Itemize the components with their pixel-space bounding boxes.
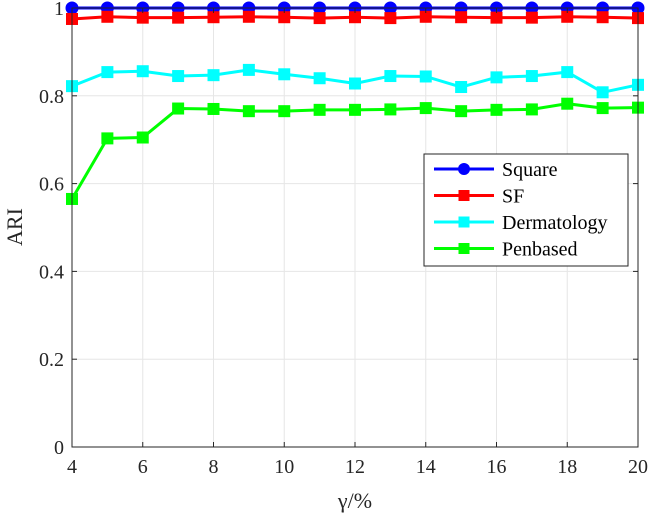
y-tick-label: 0.2	[39, 349, 64, 371]
axes	[71, 7, 639, 448]
data-point-sf	[172, 11, 185, 24]
legend-marker-sf	[458, 190, 470, 201]
series-sf	[66, 10, 644, 25]
x-tick-label: 8	[209, 456, 219, 478]
y-tick-label: 0.4	[39, 261, 64, 283]
data-point-sf	[596, 11, 609, 24]
data-point-dermatology	[490, 71, 503, 84]
y-tick-label: 1	[54, 0, 64, 20]
data-point-sf	[490, 11, 503, 24]
y-axis-label: ARI	[2, 208, 27, 246]
data-point-penbased	[136, 131, 149, 144]
data-point-penbased	[455, 105, 468, 118]
data-point-penbased	[278, 105, 291, 118]
data-point-dermatology	[419, 70, 432, 83]
legend-marker-square	[458, 163, 470, 175]
data-point-dermatology	[384, 70, 397, 83]
x-tick-label: 10	[274, 456, 294, 478]
data-point-sf	[242, 10, 255, 23]
data-point-penbased	[313, 103, 326, 116]
legend-label-square: Square	[502, 159, 558, 181]
data-point-penbased	[349, 103, 361, 116]
data-point-dermatology	[101, 66, 114, 79]
data-point-sf	[313, 12, 326, 25]
x-tick-label: 20	[628, 456, 648, 478]
legend-label-penbased: Penbased	[502, 239, 578, 261]
data-point-penbased	[525, 103, 538, 116]
y-tick-label: 0	[54, 437, 64, 459]
data-point-dermatology	[455, 81, 468, 94]
x-tick-label: 18	[557, 456, 577, 478]
data-point-dermatology	[525, 70, 538, 83]
legend: Square SF Dermatology Penbased	[423, 153, 629, 267]
data-point-sf	[101, 10, 114, 23]
x-tick-labels: 4 6 8 10 12 14 16 18 20	[67, 456, 648, 478]
y-tick-labels: 0 0.2 0.4 0.6 0.8 1	[39, 0, 64, 459]
y-tick-label: 0.8	[39, 86, 64, 108]
data-point-penbased	[242, 105, 255, 118]
data-point-penbased	[561, 97, 574, 110]
x-tick-label: 4	[67, 456, 77, 478]
data-point-penbased	[172, 102, 185, 115]
data-point-dermatology	[313, 72, 326, 85]
data-point-dermatology	[596, 86, 609, 99]
x-axis-label: γ/%	[337, 488, 372, 513]
x-tick-label: 14	[416, 456, 436, 478]
legend-label-sf: SF	[502, 186, 524, 208]
x-tick-label: 6	[138, 456, 148, 478]
data-point-sf	[525, 11, 538, 24]
data-point-dermatology	[207, 69, 220, 82]
y-tick-label: 0.6	[39, 174, 64, 196]
legend-marker-dermatology	[458, 216, 470, 228]
data-point-dermatology	[349, 77, 361, 90]
data-point-dermatology	[172, 70, 185, 83]
data-point-sf	[136, 11, 149, 24]
data-point-sf	[349, 11, 361, 24]
data-point-sf	[455, 11, 468, 24]
data-point-penbased	[419, 102, 432, 115]
data-point-penbased	[384, 103, 397, 116]
legend-label-dermatology: Dermatology	[502, 212, 608, 234]
data-point-dermatology	[278, 68, 291, 81]
data-point-dermatology	[242, 63, 255, 76]
data-point-dermatology	[136, 65, 149, 78]
data-point-penbased	[596, 102, 609, 115]
legend-marker-penbased	[458, 243, 470, 254]
data-point-penbased	[207, 102, 220, 115]
x-tick-label: 12	[345, 456, 365, 478]
x-tick-label: 16	[487, 456, 507, 478]
data-point-penbased	[101, 132, 114, 145]
data-point-dermatology	[561, 66, 574, 79]
series-dermatology	[66, 63, 644, 99]
data-point-sf	[384, 12, 397, 25]
data-point-penbased	[490, 103, 503, 116]
data-point-sf	[207, 11, 220, 24]
data-point-sf	[278, 11, 291, 24]
